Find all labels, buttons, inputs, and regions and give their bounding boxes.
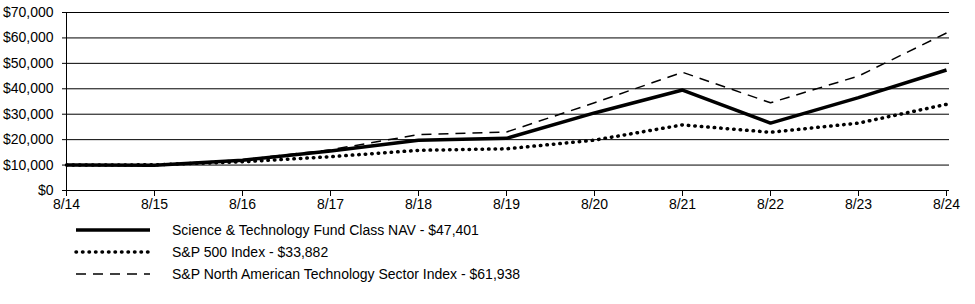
svg-text:$20,000: $20,000 [3,131,54,147]
svg-text:$30,000: $30,000 [3,106,54,122]
svg-text:S&P 500 Index - $33,882: S&P 500 Index - $33,882 [172,244,328,260]
svg-text:Science & Technology Fund Clas: Science & Technology Fund Class NAV - $4… [172,222,479,238]
svg-text:8/15: 8/15 [141,196,168,212]
svg-text:8/19: 8/19 [493,196,520,212]
svg-text:$10,000: $10,000 [3,157,54,173]
svg-text:S&P North American Technology: S&P North American Technology Sector Ind… [172,266,520,282]
svg-text:8/17: 8/17 [317,196,344,212]
svg-text:$50,000: $50,000 [3,55,54,71]
svg-text:8/20: 8/20 [581,196,608,212]
svg-text:$40,000: $40,000 [3,80,54,96]
svg-text:8/24: 8/24 [933,196,960,212]
svg-text:8/23: 8/23 [845,196,872,212]
svg-text:$70,000: $70,000 [3,4,54,20]
svg-text:8/21: 8/21 [669,196,696,212]
svg-text:$0: $0 [38,182,54,198]
svg-text:8/22: 8/22 [757,196,784,212]
svg-text:$60,000: $60,000 [3,29,54,45]
svg-text:8/18: 8/18 [405,196,432,212]
svg-text:8/14: 8/14 [53,196,80,212]
svg-text:8/16: 8/16 [229,196,256,212]
